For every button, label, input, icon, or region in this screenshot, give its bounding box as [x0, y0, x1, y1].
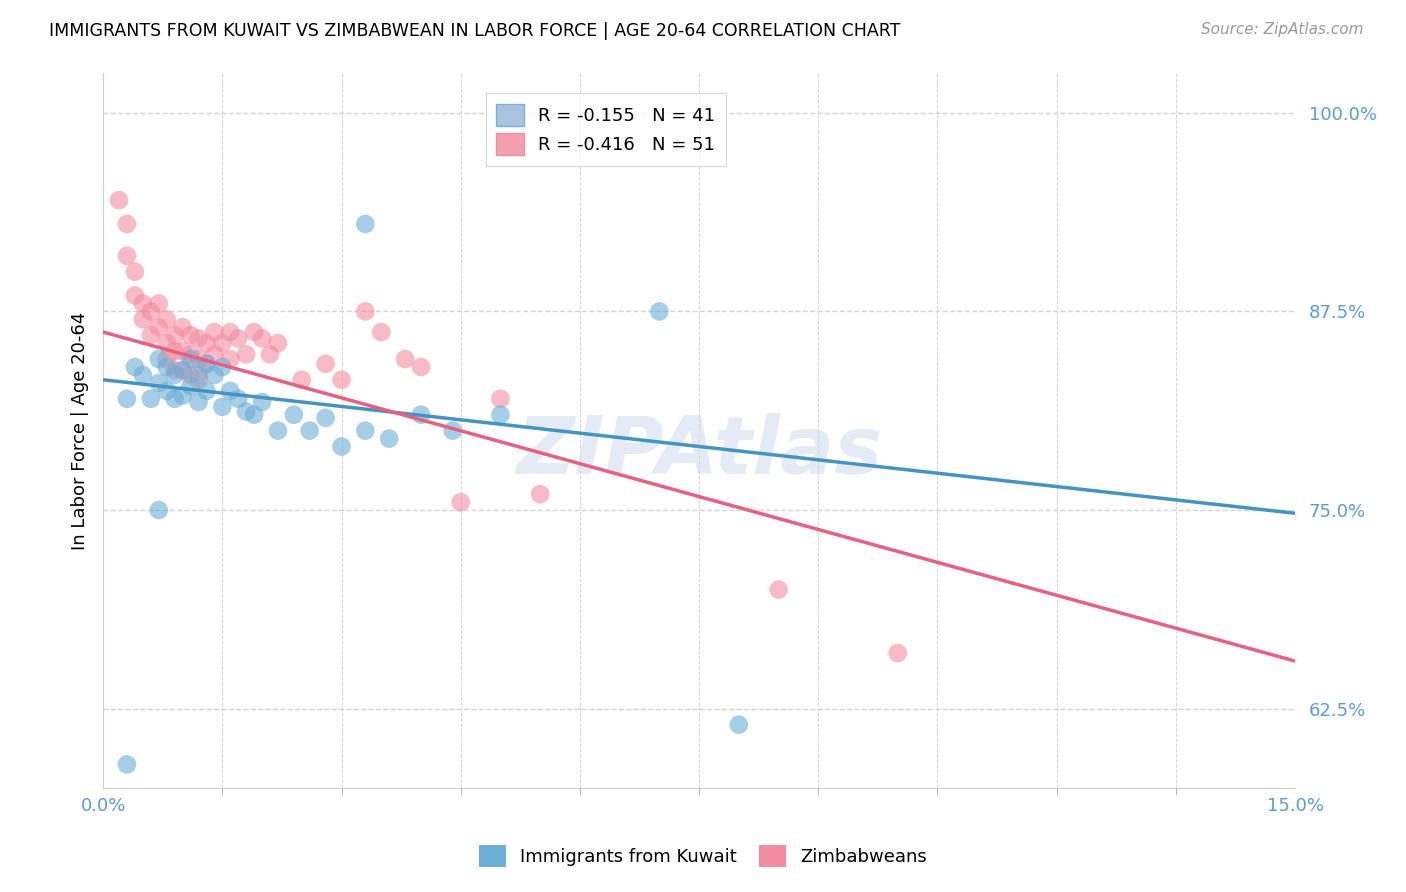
Point	[148, 320, 170, 334]
Point	[115, 217, 138, 231]
Point	[172, 320, 194, 334]
Point	[180, 352, 202, 367]
Point	[243, 325, 266, 339]
Point	[187, 331, 209, 345]
Point	[409, 408, 432, 422]
Point	[259, 347, 281, 361]
Point	[354, 304, 377, 318]
Text: ZIPAtlas: ZIPAtlas	[516, 413, 882, 491]
Point	[139, 392, 162, 406]
Point	[219, 384, 242, 398]
Point	[202, 325, 225, 339]
Legend: R = -0.155   N = 41, R = -0.416   N = 51: R = -0.155 N = 41, R = -0.416 N = 51	[485, 93, 725, 166]
Point	[394, 352, 416, 367]
Point	[148, 296, 170, 310]
Point	[172, 389, 194, 403]
Point	[124, 265, 146, 279]
Point	[409, 359, 432, 374]
Point	[132, 312, 155, 326]
Point	[195, 357, 218, 371]
Point	[115, 249, 138, 263]
Point	[195, 384, 218, 398]
Point	[156, 384, 179, 398]
Point	[315, 357, 337, 371]
Point	[195, 336, 218, 351]
Point	[172, 363, 194, 377]
Point	[250, 395, 273, 409]
Point	[163, 363, 186, 377]
Point	[283, 408, 305, 422]
Point	[156, 312, 179, 326]
Point	[187, 373, 209, 387]
Point	[489, 408, 512, 422]
Point	[235, 404, 257, 418]
Point	[187, 352, 209, 367]
Point	[115, 757, 138, 772]
Point	[219, 352, 242, 367]
Point	[132, 368, 155, 382]
Point	[156, 352, 179, 367]
Point	[315, 410, 337, 425]
Point	[267, 424, 290, 438]
Point	[187, 395, 209, 409]
Point	[219, 325, 242, 339]
Point	[163, 392, 186, 406]
Point	[887, 646, 910, 660]
Point	[180, 379, 202, 393]
Point	[172, 344, 194, 359]
Point	[768, 582, 790, 597]
Point	[211, 400, 233, 414]
Point	[195, 357, 218, 371]
Point	[202, 368, 225, 382]
Point	[489, 392, 512, 406]
Point	[243, 408, 266, 422]
Point	[108, 193, 131, 207]
Point	[291, 373, 314, 387]
Point	[211, 336, 233, 351]
Point	[163, 344, 186, 359]
Point	[226, 331, 249, 345]
Point	[370, 325, 392, 339]
Text: IMMIGRANTS FROM KUWAIT VS ZIMBABWEAN IN LABOR FORCE | AGE 20-64 CORRELATION CHAR: IMMIGRANTS FROM KUWAIT VS ZIMBABWEAN IN …	[49, 22, 901, 40]
Point	[354, 424, 377, 438]
Point	[298, 424, 321, 438]
Point	[330, 373, 353, 387]
Point	[529, 487, 551, 501]
Point	[441, 424, 464, 438]
Point	[163, 368, 186, 382]
Point	[250, 331, 273, 345]
Point	[163, 328, 186, 343]
Point	[132, 296, 155, 310]
Point	[226, 392, 249, 406]
Point	[354, 217, 377, 231]
Point	[139, 304, 162, 318]
Point	[187, 368, 209, 382]
Point	[202, 347, 225, 361]
Point	[378, 432, 401, 446]
Point	[450, 495, 472, 509]
Point	[211, 359, 233, 374]
Point	[156, 359, 179, 374]
Point	[180, 328, 202, 343]
Point	[148, 376, 170, 390]
Point	[115, 392, 138, 406]
Point	[235, 347, 257, 361]
Point	[180, 347, 202, 361]
Point	[139, 328, 162, 343]
Point	[124, 359, 146, 374]
Point	[267, 336, 290, 351]
Point	[648, 304, 671, 318]
Point	[180, 368, 202, 382]
Point	[156, 336, 179, 351]
Point	[148, 503, 170, 517]
Text: Source: ZipAtlas.com: Source: ZipAtlas.com	[1201, 22, 1364, 37]
Point	[727, 717, 749, 731]
Point	[124, 288, 146, 302]
Y-axis label: In Labor Force | Age 20-64: In Labor Force | Age 20-64	[72, 311, 89, 549]
Legend: Immigrants from Kuwait, Zimbabweans: Immigrants from Kuwait, Zimbabweans	[471, 838, 935, 874]
Point	[172, 363, 194, 377]
Point	[148, 352, 170, 367]
Point	[330, 440, 353, 454]
